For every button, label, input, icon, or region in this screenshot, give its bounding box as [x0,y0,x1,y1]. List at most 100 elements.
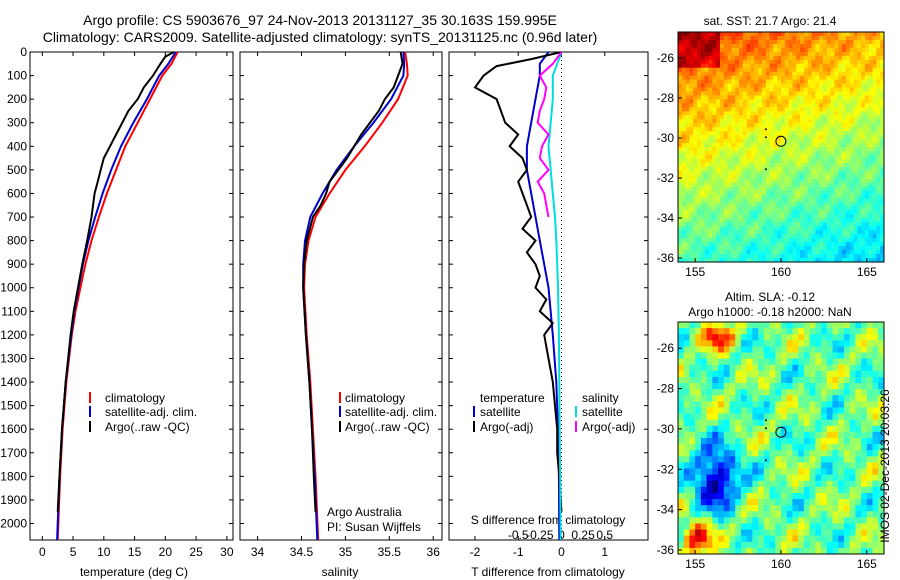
sst_map-cell [704,214,709,219]
sst_map-cell [697,154,702,160]
sst_map-cell [712,238,717,243]
sst_map-cell [712,226,717,231]
sst_map-cell [700,127,706,132]
sla_map-cell [746,547,753,555]
sla_map-cell [729,486,736,494]
sst_map-cell [830,79,835,84]
sla_map-cell [792,480,799,488]
sst_map-cell [758,238,763,243]
sla_map-cell [752,450,759,457]
sst_map-cell [838,234,843,239]
sla_map-cell [798,438,805,445]
sla_map-cell [792,413,799,421]
sst_map-cell [754,218,759,223]
sst_map-cell [784,170,790,176]
sst_map-cell [746,158,751,164]
sla_map-cell [700,492,708,500]
sla_map-cell [832,517,839,524]
sst_map-cell [849,250,854,255]
sla_map-cell [821,547,828,555]
sst_map-cell [693,222,698,227]
sst_map-cell [819,254,824,259]
sst_map-cell [723,99,728,104]
sst_map-cell [700,222,706,227]
sst_map-cell [704,206,709,211]
sla_map-cell [735,480,742,488]
sst_map-cell [803,91,809,96]
sst_map-cell [678,258,683,263]
sst_map-cell [708,218,713,223]
sst_map-cell [842,238,847,243]
sla_map-cell [740,383,748,390]
sst_map-cell [739,246,744,251]
sst_map-cell [826,83,831,88]
sst_map-cell [868,79,873,84]
sst_map-cell [781,166,786,172]
sst_map-cell [712,55,717,61]
sst_map-cell [761,166,767,172]
sst_map-cell [746,147,751,152]
sla_map-cell [729,383,736,390]
sla_map-cell [866,425,873,433]
sst_map-cell [761,258,767,263]
sst_map-cell [739,178,744,184]
sla_map-cell [872,419,879,427]
sst_map-ytick-label: -32 [657,171,675,185]
sst_map-cell [788,99,793,104]
sst_map-cell [777,131,782,136]
sst_map-cell [746,166,751,172]
sst_map-cell [723,139,728,144]
sst_map-cell [838,182,843,188]
sst_map-cell [868,194,873,199]
sst_map-cell [723,67,728,73]
sst_map-cell [708,139,713,144]
sla_map-cell [826,456,833,463]
sst_map-cell [746,95,751,100]
sla_map-cell [861,389,868,396]
diff-legend-salinity-title: salinity [582,391,619,405]
sla_map-cell [878,444,885,451]
sst_map-cell [861,254,866,259]
sst_map-cell [811,150,816,156]
sst_map-cell [861,135,866,140]
sla_map-cell [689,352,696,360]
sla_map-cell [798,462,805,469]
sst_map-cell [803,147,809,152]
sla_map-cell [700,322,708,329]
sst_map-cell [857,83,862,88]
sst_map-cell [864,226,870,231]
sst_map-cell [872,99,877,104]
sst_map-cell [830,35,835,41]
sst_map-cell [723,166,728,172]
sla_map-cell [763,480,770,488]
sla_map-track-dot [764,459,767,462]
sla_map-cell [740,541,748,549]
sst_map-cell [739,127,744,132]
sst_map-cell [826,174,831,180]
sla_map-cell [838,468,845,476]
sst_map-cell [739,150,744,156]
sst_map-cell [727,250,732,255]
sla_map-cell [861,535,868,543]
sst_map-cell [754,182,759,188]
sst_map-cell [758,194,763,199]
sla_map-cell [775,431,782,439]
sst_map-cell [822,190,828,195]
sst_map-cell [685,154,690,160]
sst_map-cell [853,158,858,164]
sst_map-cell [769,131,774,136]
sla_map-cell [706,474,713,482]
sst_map-cell [719,150,725,156]
sla_map-cell [786,322,793,329]
sst_map-cell [830,246,835,251]
sst_map-cell [880,254,885,259]
sst_map-cell [712,143,717,148]
sst_map-cell [849,139,854,144]
sla_map-cell [678,456,685,463]
sla_map-cell [843,486,851,494]
difference-xtick-label: 0 [558,545,565,559]
sst_map-cell [781,258,786,263]
sst_map-cell [769,166,774,172]
sst_map-cell [822,147,828,152]
sst_map-cell [849,202,854,207]
